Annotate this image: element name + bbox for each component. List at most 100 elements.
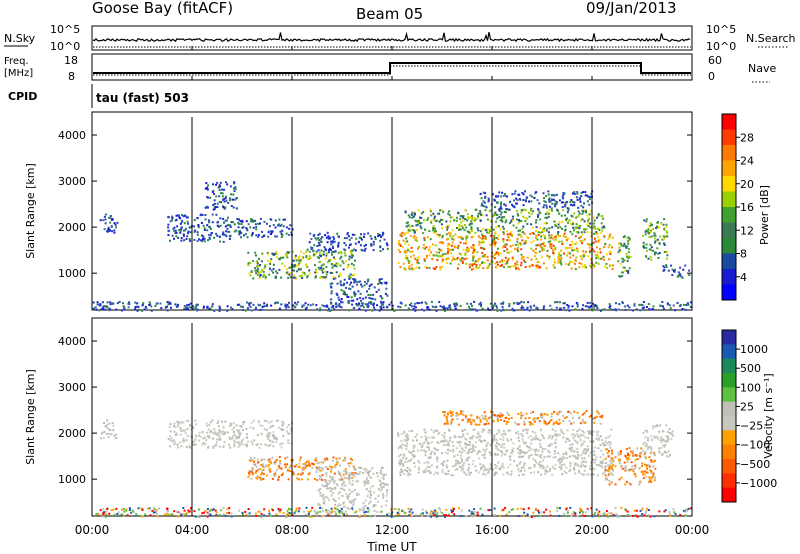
data-cell	[330, 263, 333, 265]
data-cell	[479, 434, 482, 437]
data-cell	[547, 241, 550, 244]
data-cell	[480, 467, 483, 470]
data-cell	[489, 452, 492, 455]
data-cell	[167, 438, 170, 440]
data-cell	[540, 416, 542, 419]
data-cell	[574, 243, 577, 246]
data-cell	[588, 213, 591, 216]
data-cell	[254, 269, 257, 272]
data-cell	[206, 229, 209, 232]
data-cell	[581, 434, 584, 437]
data-cell	[662, 265, 665, 267]
data-cell	[484, 195, 487, 198]
data-cell	[571, 222, 574, 225]
data-cell	[182, 229, 185, 232]
data-cell	[508, 305, 511, 308]
data-cell	[200, 240, 203, 243]
data-cell	[640, 303, 643, 306]
data-cell	[207, 184, 210, 187]
data-cell	[506, 239, 509, 242]
data-cell	[515, 197, 518, 200]
data-cell	[456, 256, 459, 259]
data-cell	[369, 235, 372, 238]
data-cell	[647, 464, 650, 467]
data-cell	[399, 243, 402, 246]
data-cell	[487, 469, 490, 472]
data-cell	[338, 303, 341, 305]
data-cell	[579, 224, 582, 227]
cpid-text: tau (fast) 503	[96, 91, 189, 105]
data-cell	[497, 225, 500, 228]
data-cell	[276, 438, 279, 441]
data-cell	[196, 217, 199, 219]
data-cell	[487, 422, 490, 425]
data-cell	[233, 443, 236, 446]
data-cell	[440, 440, 443, 443]
data-cell	[485, 448, 488, 451]
data-cell	[492, 215, 495, 218]
data-cell	[286, 253, 288, 255]
data-cell	[574, 463, 576, 466]
data-cell	[507, 429, 510, 432]
data-cell	[597, 213, 600, 215]
data-cell	[492, 439, 495, 441]
data-cell	[397, 435, 400, 438]
data-cell	[546, 423, 549, 426]
data-cell	[542, 206, 545, 209]
data-cell	[633, 303, 636, 306]
data-cell	[460, 410, 463, 413]
data-cell	[250, 440, 253, 443]
data-cell	[198, 431, 201, 434]
data-cell	[474, 308, 477, 311]
data-cell	[381, 476, 384, 479]
data-cell	[318, 477, 321, 480]
data-cell	[333, 472, 336, 475]
data-cell	[439, 209, 442, 212]
data-cell	[458, 226, 461, 229]
data-cell	[361, 304, 364, 307]
data-cell	[509, 429, 512, 432]
data-cell	[406, 249, 409, 252]
data-cell	[653, 453, 656, 456]
data-cell	[557, 210, 560, 213]
data-cell	[224, 420, 227, 423]
data-cell	[501, 259, 504, 262]
data-cell	[408, 260, 411, 263]
data-cell	[540, 429, 543, 432]
data-cell	[641, 465, 643, 468]
data-cell	[507, 265, 510, 268]
data-cell	[575, 440, 578, 443]
data-cell	[468, 305, 470, 308]
data-cell	[474, 261, 477, 264]
data-cell	[576, 433, 579, 436]
data-cell	[585, 266, 588, 269]
data-cell	[480, 305, 482, 308]
data-cell	[347, 497, 350, 500]
data-cell	[405, 445, 408, 448]
data-cell	[460, 215, 463, 218]
data-cell	[593, 468, 596, 471]
data-cell	[472, 257, 475, 260]
data-cell	[310, 257, 312, 260]
data-cell	[208, 236, 211, 239]
data-cell	[662, 235, 665, 238]
data-cell	[554, 456, 557, 459]
data-cell	[220, 201, 223, 204]
data-cell	[429, 210, 432, 213]
data-cell	[562, 201, 564, 204]
data-cell	[185, 445, 188, 448]
data-cell	[458, 435, 461, 438]
data-cell	[342, 262, 345, 265]
data-cell	[169, 445, 172, 448]
data-cell	[269, 443, 272, 446]
scatter-region-2	[204, 181, 238, 211]
data-cell	[307, 303, 310, 306]
data-cell	[370, 244, 373, 247]
data-cell	[354, 279, 357, 282]
data-cell	[350, 236, 353, 239]
data-cell	[262, 270, 265, 273]
data-cell	[242, 438, 245, 441]
data-cell	[553, 452, 556, 455]
data-cell	[362, 480, 365, 483]
data-cell	[377, 235, 380, 238]
